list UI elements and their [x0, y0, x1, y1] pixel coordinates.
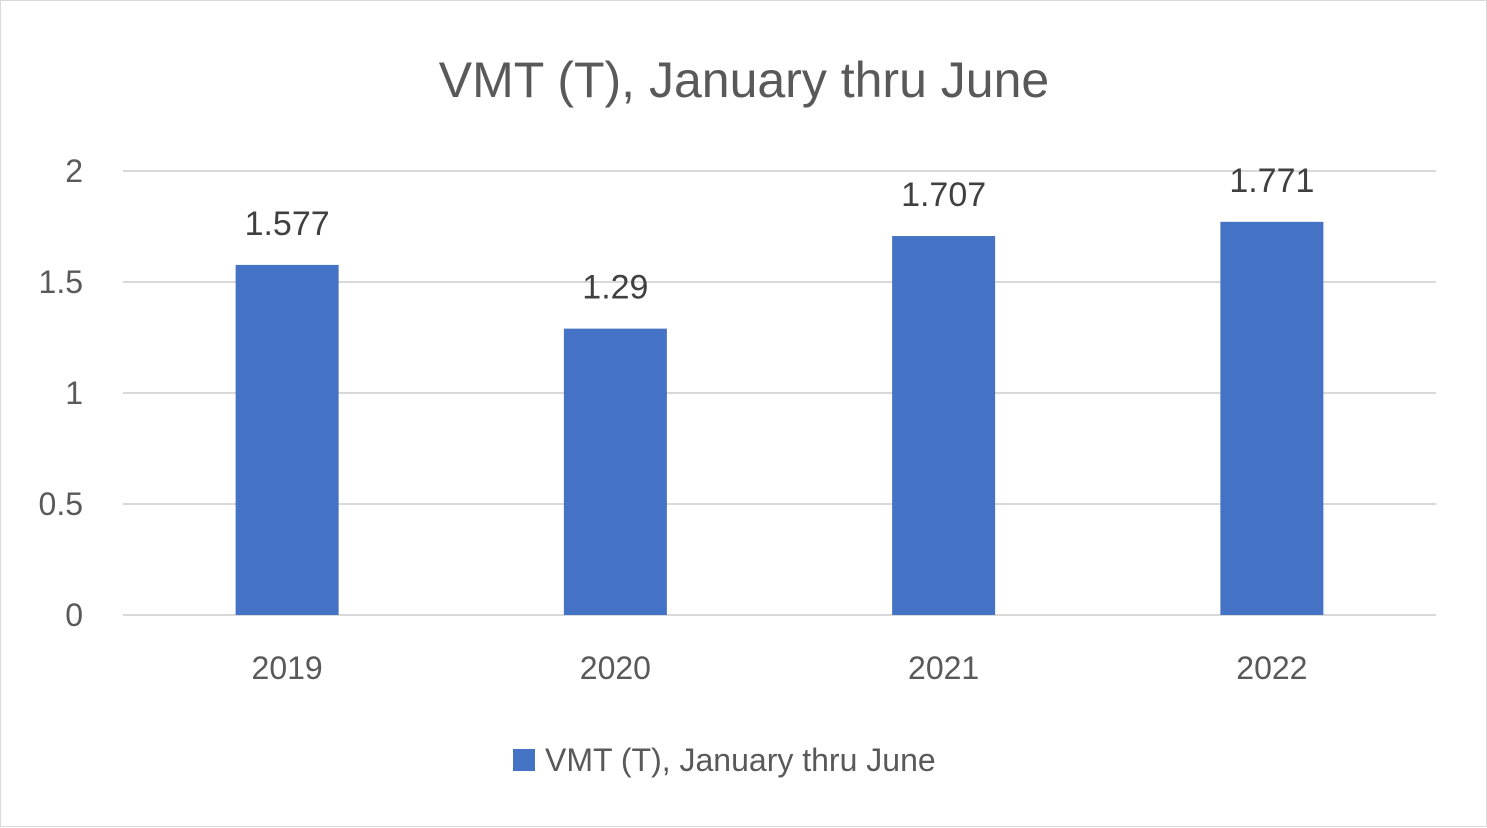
bar-2020: [563, 328, 667, 615]
legend-label: VMT (T), January thru June: [545, 742, 936, 778]
legend: VMT (T), January thru June: [513, 742, 936, 778]
x-tick-label: 2021: [908, 650, 979, 686]
bar-2021: [892, 236, 996, 615]
data-labels: 1.577 1.29 1.707 1.771: [245, 162, 1315, 307]
y-tick-label: 1: [65, 375, 83, 411]
chart-title: VMT (T), January thru June: [439, 52, 1049, 108]
bar-2022: [1220, 221, 1324, 615]
y-tick-label: 0.5: [39, 486, 83, 522]
legend-swatch: [513, 749, 535, 771]
data-label-2020: 1.29: [582, 269, 648, 307]
bars: [235, 221, 1324, 615]
x-axis-ticks: 2019 2020 2021 2022: [252, 650, 1308, 686]
data-label-2022: 1.771: [1229, 162, 1314, 200]
y-tick-label: 2: [65, 153, 83, 189]
x-tick-label: 2019: [252, 650, 323, 686]
x-tick-label: 2020: [580, 650, 651, 686]
gridlines: [123, 170, 1436, 616]
y-tick-label: 0: [65, 597, 83, 633]
y-axis-ticks: 0 0.5 1 1.5 2: [39, 153, 83, 633]
data-label-2019: 1.577: [245, 205, 330, 243]
bar-2019: [235, 264, 339, 615]
data-label-2021: 1.707: [901, 176, 986, 214]
y-tick-label: 1.5: [39, 264, 83, 300]
x-tick-label: 2022: [1236, 650, 1307, 686]
